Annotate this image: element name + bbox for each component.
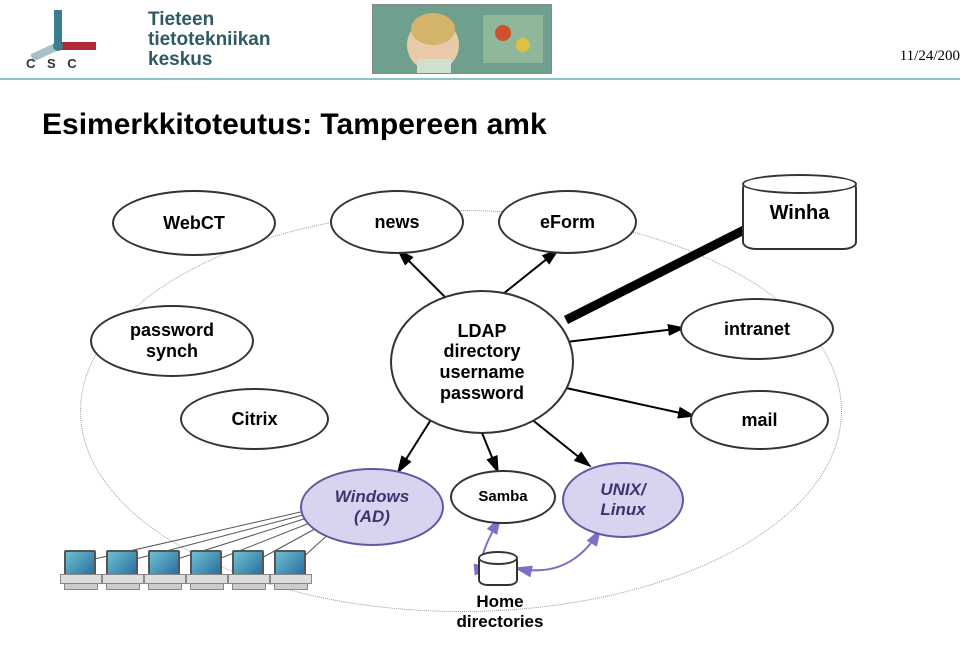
node-citrix: Citrix <box>180 388 329 450</box>
org-name: Tieteen tietotekniikan keskus <box>148 10 358 70</box>
node-password-synch: password synch <box>90 305 254 377</box>
org-line-1: Tieteen <box>148 10 358 30</box>
node-intranet: intranet <box>680 298 834 360</box>
computer-icon <box>102 550 142 588</box>
header-rule <box>0 78 960 80</box>
node-winha: Winha <box>742 172 857 250</box>
computer-icon <box>270 550 310 588</box>
news-label: news <box>370 210 423 235</box>
node-samba: Samba <box>450 470 556 524</box>
pwd-label: password synch <box>126 318 218 363</box>
citrix-label: Citrix <box>227 407 281 432</box>
date-label: 11/24/200 <box>900 48 960 65</box>
eform-label: eForm <box>536 210 599 235</box>
node-home-cylinder <box>478 554 518 586</box>
ldap-label: LDAP directory username password <box>435 319 528 406</box>
windows-label: Windows (AD) <box>331 485 413 528</box>
home-directories-label: Home directories <box>430 592 570 632</box>
csc-text: C S C <box>26 56 81 71</box>
header-bar: C S C Tieteen tietotekniikan keskus 11/2… <box>0 0 960 80</box>
intranet-label: intranet <box>720 317 794 342</box>
samba-label: Samba <box>474 486 531 507</box>
header-photo <box>372 4 552 74</box>
computer-icon <box>144 550 184 588</box>
diagram-stage: Winha WebCT news eForm password synch Ci… <box>0 150 960 652</box>
mail-label: mail <box>737 408 781 433</box>
node-mail: mail <box>690 390 829 450</box>
page-title: Esimerkkitoteutus: Tampereen amk <box>42 108 547 142</box>
node-webct: WebCT <box>112 190 276 256</box>
webct-label: WebCT <box>159 211 229 236</box>
winha-label: Winha <box>742 202 857 225</box>
node-news: news <box>330 190 464 254</box>
node-windows-ad: Windows (AD) <box>300 468 444 546</box>
computer-icon <box>186 550 226 588</box>
node-eform: eForm <box>498 190 637 254</box>
org-line-2: tietotekniikan <box>148 30 358 50</box>
unix-label: UNIX/ Linux <box>596 478 649 521</box>
computer-icon <box>228 550 268 588</box>
computer-icon <box>60 550 100 588</box>
node-ldap: LDAP directory username password <box>390 290 574 434</box>
node-unix-linux: UNIX/ Linux <box>562 462 684 538</box>
org-line-3: keskus <box>148 50 358 70</box>
